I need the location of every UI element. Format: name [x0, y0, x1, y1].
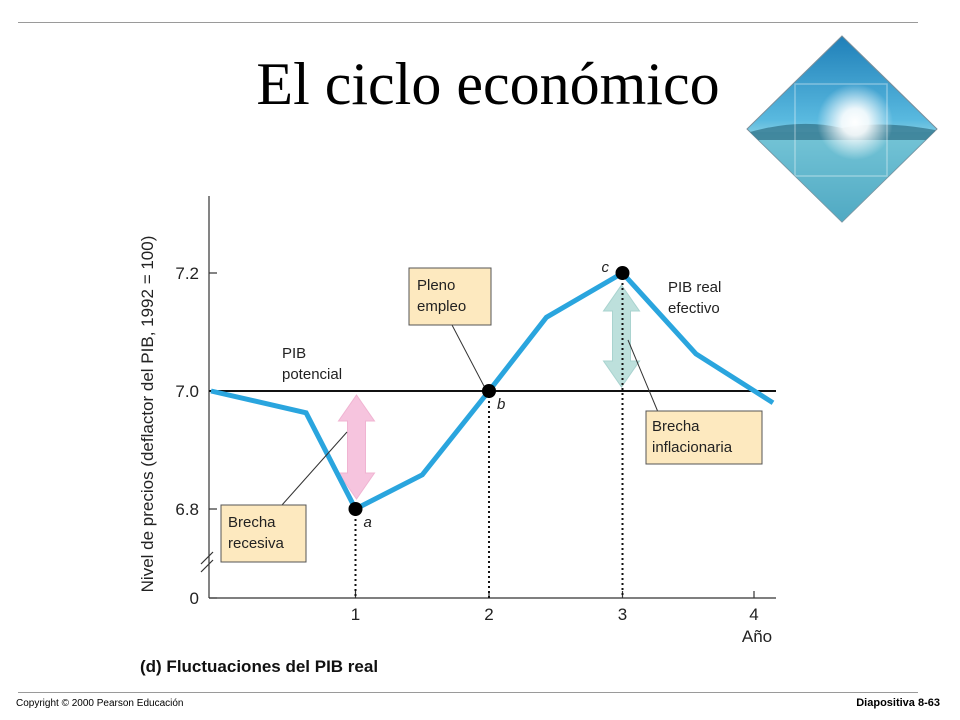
- svg-text:Pleno empleo: Pleno empleo: [417, 277, 466, 315]
- tropical-sunset-diamond-icon: [746, 35, 938, 223]
- footer-slide-number: Diapositiva 8-63: [856, 697, 940, 709]
- x-axis-label: Año: [742, 627, 772, 646]
- x-ticks: 1 2 3 4: [351, 591, 759, 624]
- x-tick-label: 2: [484, 605, 493, 624]
- y-tick-label: 0: [190, 589, 199, 608]
- footer-copyright: Copyright © 2000 Pearson Educación: [16, 698, 184, 709]
- points: a b c: [348, 259, 630, 531]
- chart-caption: (d) Fluctuaciones del PIB real: [140, 657, 378, 676]
- point-label-a: a: [364, 514, 372, 531]
- x-tick-label: 1: [351, 605, 360, 624]
- actual-gdp-label: PIB real efectivo: [668, 279, 726, 317]
- y-axis-label: Nivel de precios (deflactor del PIB, 199…: [138, 236, 157, 593]
- axis-break-marks: [200, 551, 214, 573]
- potential-gdp-label: PIB potencial: [282, 345, 342, 383]
- chart: 0 6.8 7.0 7.2 1 2 3 4 Nivel de precios (deflac…: [138, 35, 938, 676]
- point-label-c: c: [602, 259, 610, 276]
- x-tick-label: 4: [749, 605, 758, 624]
- svg-text:Brecha recesiva: Brecha recesiva: [228, 514, 285, 552]
- recession-gap-arrow: [337, 394, 376, 500]
- y-ticks: 0 6.8 7.0 7.2: [175, 264, 217, 608]
- y-tick-label: 7.0: [175, 382, 199, 401]
- y-tick-label: 6.8: [175, 500, 199, 519]
- inflation-gap-callout: Brecha inflacionaria: [645, 410, 763, 465]
- y-tick-label: 7.2: [175, 264, 199, 283]
- point-c: [615, 266, 630, 280]
- point-a: [348, 502, 363, 516]
- point-b: [482, 384, 496, 398]
- x-tick-label: 3: [618, 605, 627, 624]
- svg-text:Brecha inflacionaria: Brecha inflacionaria: [652, 418, 733, 456]
- slide-title: El ciclo económico: [256, 51, 720, 117]
- recession-gap-callout: Brecha recesiva: [220, 504, 307, 563]
- point-label-b: b: [497, 396, 505, 413]
- full-employment-callout: Pleno empleo: [408, 267, 492, 326]
- top-rule: [18, 22, 918, 23]
- drop-lines: [354, 273, 624, 598]
- leader-lines: [281, 324, 659, 506]
- bottom-rule: [18, 692, 918, 693]
- inflation-gap-arrow: [602, 284, 641, 388]
